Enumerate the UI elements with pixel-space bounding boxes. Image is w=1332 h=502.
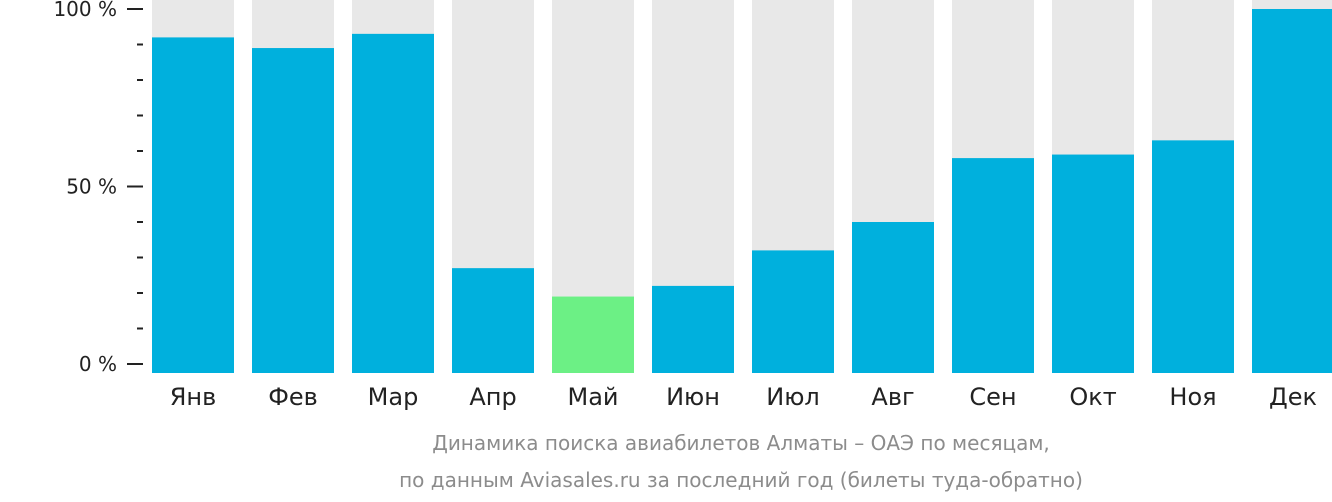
bar [552,296,634,373]
x-tick-label: Фев [268,383,318,411]
x-tick-label: Сен [969,383,1016,411]
bar [752,250,834,373]
x-tick-label: Авг [871,383,914,411]
bar [652,285,734,373]
x-tick-label: Июн [666,383,720,411]
bar [1152,140,1234,373]
data-bars [152,9,1332,374]
bar [152,37,234,374]
bar [1252,9,1332,373]
x-tick-label: Июл [766,383,820,411]
x-tick-label: Янв [170,383,217,411]
bar [352,33,434,373]
bar [452,268,534,373]
x-tick-label: Окт [1069,383,1116,411]
x-tick-label: Ноя [1169,383,1216,411]
x-tick-label: Апр [469,383,516,411]
x-tick-label: Май [567,383,618,411]
y-tick-label: 50 % [66,175,117,199]
caption-line-2: по данным Aviasales.ru за последний год … [399,468,1083,492]
x-tick-label: Мар [368,383,419,411]
bar [1052,154,1134,373]
y-axis: 0 % 50 % 100 % [53,0,143,376]
y-tick-label: 0 % [79,352,117,376]
bar [852,222,934,373]
x-axis-labels: Янв Фев Мар Апр Май Июн Июл Авг Сен Окт Ноя Дек [170,383,1317,411]
bar [252,48,334,374]
bar [952,158,1034,373]
x-tick-label: Дек [1269,383,1317,411]
caption-line-1: Динамика поиска авиабилетов Алматы – ОАЭ… [432,431,1050,455]
chart-caption: Динамика поиска авиабилетов Алматы – ОАЭ… [399,431,1083,492]
y-tick-label: 100 % [53,0,117,21]
